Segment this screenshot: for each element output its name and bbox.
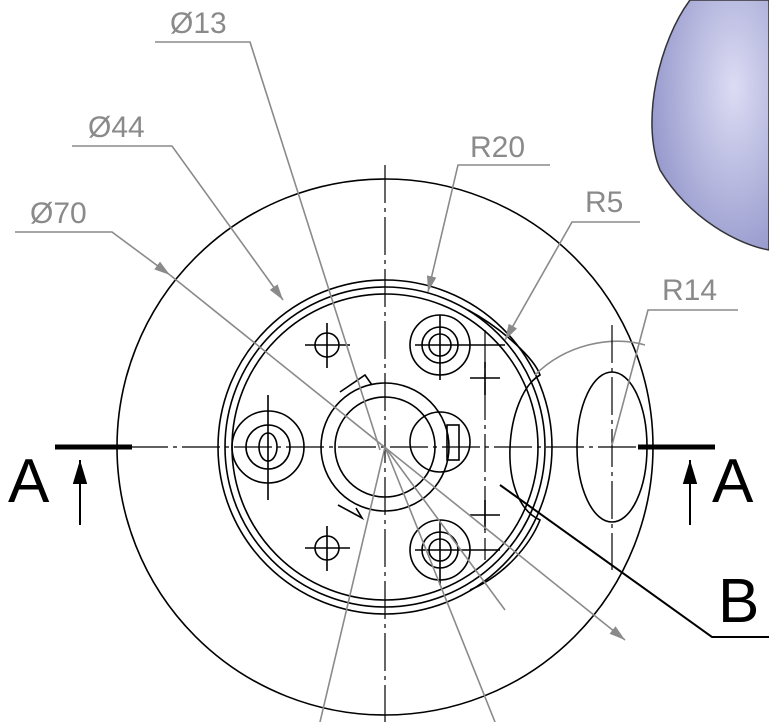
r14-arc [535,341,645,375]
dim-label: Ø70 [30,197,87,230]
section-label: A [8,447,50,516]
section-label: A [712,447,754,516]
dim-label: R5 [585,186,623,219]
leader-r5 [505,222,640,340]
dim-label: Ø44 [88,111,145,144]
leader-dia70 [15,232,170,275]
part-view [117,165,653,722]
drawing: Ø13 Ø44 Ø70 R20 R5 R14 A A B [0,0,769,722]
3d-preview [652,0,769,250]
boss [410,412,470,472]
leader-dia13 [155,42,380,450]
dim-label: R20 [470,131,525,164]
leader-r14 [612,310,738,445]
dim-label: Ø13 [170,7,227,40]
section-markers: A A B [8,447,769,637]
leader-dia70 [170,275,625,640]
detail-label: B [718,567,759,636]
dim-label: R14 [662,274,717,307]
leader-r20 [428,165,550,292]
dimensions: Ø13 Ø44 Ø70 R20 R5 R14 [15,7,738,722]
